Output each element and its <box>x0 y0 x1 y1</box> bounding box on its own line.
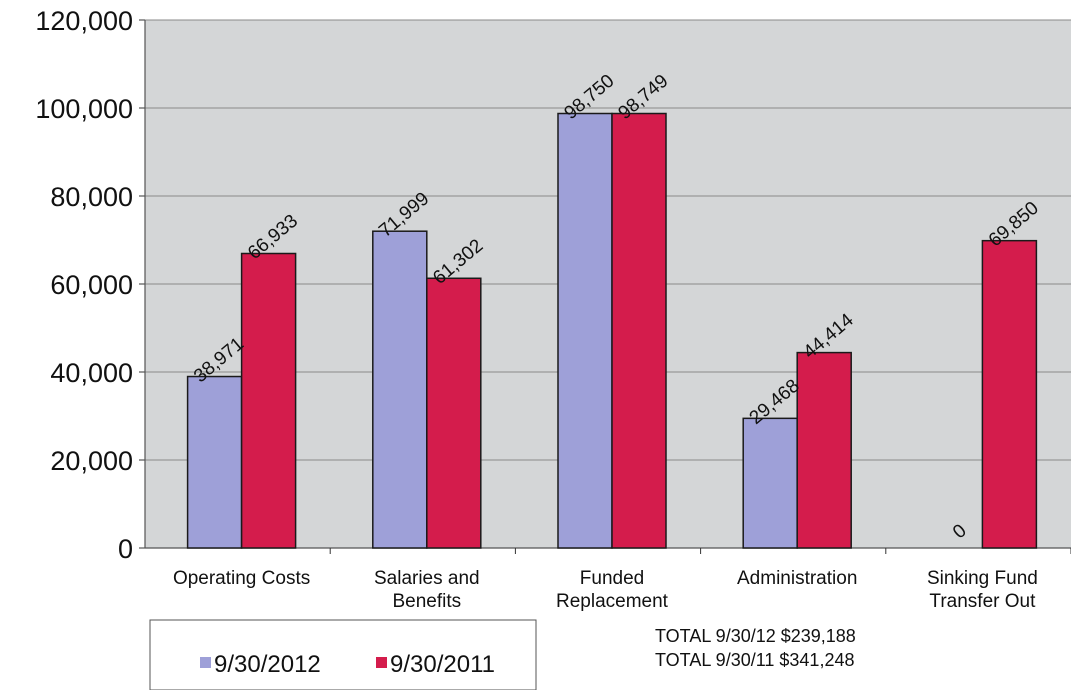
x-tick-label: Salaries and <box>374 568 480 589</box>
legend-label-2012: 9/30/2012 <box>214 651 321 678</box>
bars <box>186 112 1038 549</box>
x-tick-label: Funded <box>580 568 644 589</box>
bar-9-30-2011-1 <box>426 277 482 549</box>
y-tick-label: 60,000 <box>50 270 133 300</box>
y-tick-label: 80,000 <box>50 182 133 212</box>
x-tick-label: Administration <box>737 568 857 589</box>
x-tick-label: Transfer Out <box>929 591 1036 612</box>
bar-9-30-2011-4 <box>981 239 1038 549</box>
legend: 9/30/2012 9/30/2011 <box>149 619 537 690</box>
y-tick-label: 100,000 <box>35 94 133 124</box>
legend-label-2011: 9/30/2011 <box>390 651 495 678</box>
y-tick-label: 20,000 <box>50 446 133 476</box>
x-tick-label: Operating Costs <box>173 568 310 589</box>
y-tick-label: 0 <box>118 534 133 564</box>
bar-9-30-2011-0 <box>240 252 297 549</box>
bar-9-30-2012-2 <box>557 112 613 549</box>
y-tick-label: 120,000 <box>35 6 133 36</box>
x-tick-label: Benefits <box>392 591 461 612</box>
x-tick-label: Sinking Fund <box>927 568 1038 589</box>
bar-9-30-2012-1 <box>372 230 428 549</box>
bar-9-30-2011-2 <box>611 112 667 549</box>
totals-annotation: TOTAL 9/30/12 $239,188 TOTAL 9/30/11 $34… <box>655 626 856 670</box>
x-tick-label: Replacement <box>556 591 669 612</box>
y-tick-label: 40,000 <box>50 358 133 388</box>
total-2011-annotation: TOTAL 9/30/11 $341,248 <box>655 650 854 670</box>
bar-9-30-2012-0 <box>186 375 243 549</box>
total-2012-annotation: TOTAL 9/30/12 $239,188 <box>655 626 856 646</box>
legend-swatch-2012 <box>200 657 211 668</box>
legend-swatch-2011 <box>376 657 387 668</box>
bar-9-30-2012-3 <box>742 417 798 549</box>
y-axis-tick-labels: 0 20,000 40,000 60,000 80,000 100,000 120,000 <box>35 6 133 564</box>
bar-9-30-2011-3 <box>796 351 852 549</box>
legend-box <box>149 619 537 690</box>
